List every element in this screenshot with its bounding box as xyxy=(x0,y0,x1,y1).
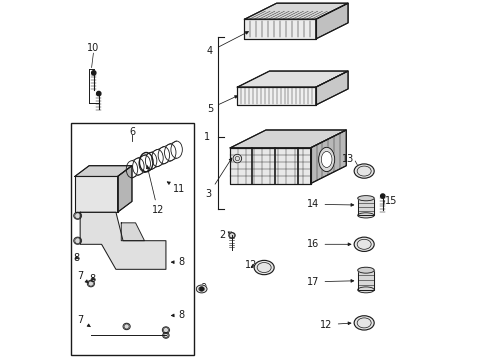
Polygon shape xyxy=(121,223,144,241)
Polygon shape xyxy=(75,166,132,176)
Text: 6: 6 xyxy=(129,127,135,137)
Ellipse shape xyxy=(123,323,130,330)
Ellipse shape xyxy=(353,316,373,330)
Bar xyxy=(357,270,373,290)
Polygon shape xyxy=(244,19,315,39)
Ellipse shape xyxy=(74,237,81,244)
Circle shape xyxy=(200,287,203,291)
Text: 5: 5 xyxy=(206,96,237,113)
Text: 8: 8 xyxy=(90,274,96,284)
Text: 8: 8 xyxy=(171,257,184,267)
Polygon shape xyxy=(315,71,347,105)
Bar xyxy=(357,198,373,215)
Text: 3: 3 xyxy=(205,158,231,199)
Ellipse shape xyxy=(163,333,169,338)
Text: 1: 1 xyxy=(204,132,210,142)
Text: 16: 16 xyxy=(306,239,350,249)
Text: 11: 11 xyxy=(167,182,185,194)
Text: 12: 12 xyxy=(244,260,257,270)
Ellipse shape xyxy=(196,285,206,293)
Ellipse shape xyxy=(357,195,373,201)
Bar xyxy=(357,270,373,290)
Ellipse shape xyxy=(321,152,331,167)
Text: 8: 8 xyxy=(171,310,184,320)
Text: 17: 17 xyxy=(306,277,353,287)
Text: 7: 7 xyxy=(77,271,88,283)
Bar xyxy=(71,123,194,355)
Ellipse shape xyxy=(318,147,334,172)
Ellipse shape xyxy=(254,260,274,275)
Circle shape xyxy=(91,71,96,75)
Text: 7: 7 xyxy=(77,315,90,327)
Polygon shape xyxy=(237,87,315,105)
Polygon shape xyxy=(230,130,346,148)
Text: 2: 2 xyxy=(219,230,231,240)
Polygon shape xyxy=(80,212,165,269)
Text: 12: 12 xyxy=(146,166,163,215)
Text: 9: 9 xyxy=(201,283,206,293)
Circle shape xyxy=(233,154,241,163)
Polygon shape xyxy=(244,3,347,19)
Ellipse shape xyxy=(353,237,373,251)
Ellipse shape xyxy=(357,287,373,293)
Text: 4: 4 xyxy=(206,32,248,57)
Polygon shape xyxy=(230,148,310,184)
Text: 12: 12 xyxy=(320,320,350,330)
Text: 15: 15 xyxy=(384,196,396,206)
Ellipse shape xyxy=(162,327,169,333)
Ellipse shape xyxy=(228,233,235,238)
Text: 13: 13 xyxy=(342,154,354,163)
Text: 8: 8 xyxy=(73,253,80,263)
Polygon shape xyxy=(310,130,346,184)
Text: 14: 14 xyxy=(306,199,353,209)
Polygon shape xyxy=(118,166,132,212)
Text: 10: 10 xyxy=(87,43,100,53)
Circle shape xyxy=(97,91,101,96)
Bar xyxy=(357,198,373,215)
Polygon shape xyxy=(315,3,347,39)
Polygon shape xyxy=(75,176,118,212)
Ellipse shape xyxy=(357,213,373,218)
Ellipse shape xyxy=(87,280,94,287)
Ellipse shape xyxy=(353,164,373,178)
Ellipse shape xyxy=(74,212,81,219)
Polygon shape xyxy=(237,71,347,87)
Ellipse shape xyxy=(357,267,373,273)
Circle shape xyxy=(380,194,384,198)
